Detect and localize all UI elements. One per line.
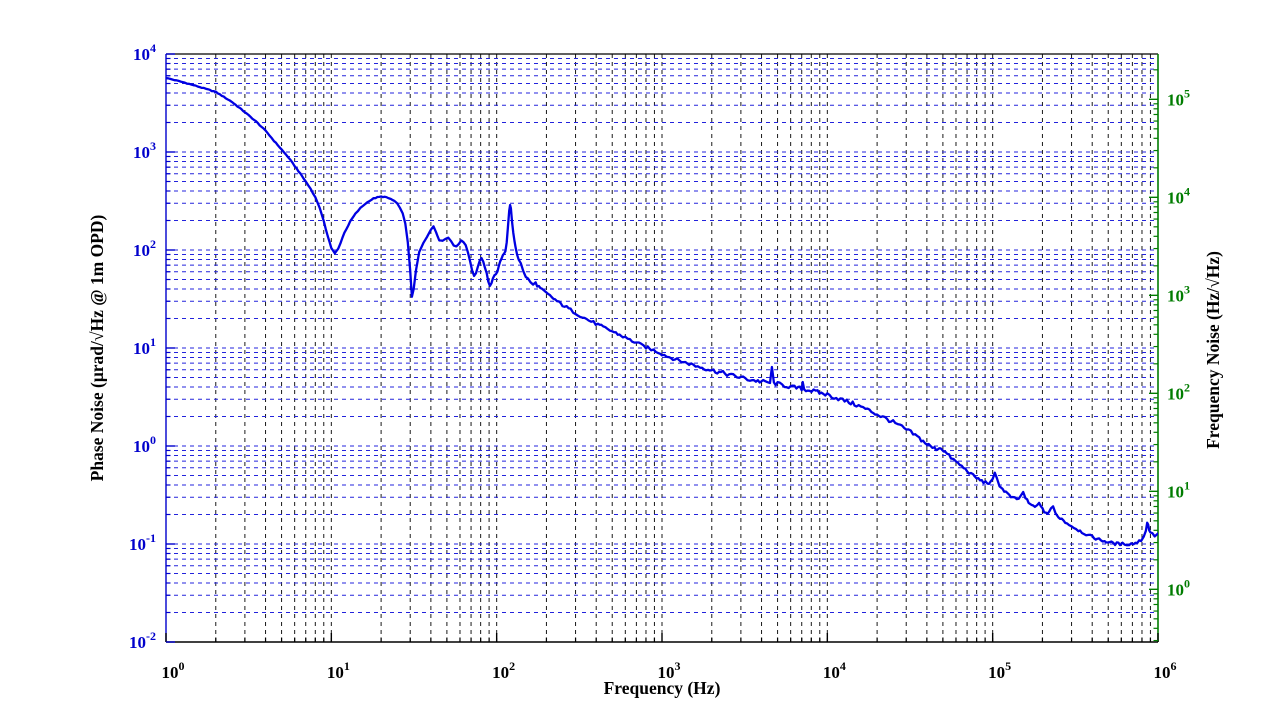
left-y-tick-label: 103: [133, 139, 156, 162]
right-y-tick-label: 101: [1167, 478, 1190, 501]
x-tick-label: 101: [327, 659, 350, 682]
right-y-tick-label: 104: [1167, 184, 1190, 207]
right-y-tick-label: 102: [1167, 380, 1190, 403]
right-y-tick-label: 105: [1167, 86, 1190, 109]
phase-noise-trace: [166, 77, 1158, 547]
x-tick-label: 100: [162, 659, 185, 682]
x-axis-title: Frequency (Hz): [604, 678, 721, 698]
left-y-tick-label: 101: [133, 335, 156, 358]
x-tick-label: 103: [658, 659, 681, 682]
right-y-tick-label: 100: [1167, 576, 1190, 599]
left-y-tick-label: 104: [133, 41, 156, 64]
x-tick-label: 105: [988, 659, 1011, 682]
chart-generated-content: 100 101 102 103 104 105 106 104 103 102 101 100 10-1…: [129, 41, 1190, 682]
left-y-axis-title: Phase Noise (μrad/√Hz @ 1m OPD): [87, 214, 107, 481]
left-y-tick-label: 102: [133, 237, 156, 260]
left-y-tick-label: 10-1: [129, 531, 156, 554]
x-tick-label: 102: [492, 659, 515, 682]
right-y-tick-label: 103: [1167, 282, 1190, 305]
right-y-axis-title: Frequency Noise (Hz/√Hz): [1203, 251, 1223, 449]
left-y-tick-label: 100: [133, 433, 156, 456]
x-tick-label: 106: [1154, 659, 1177, 682]
left-y-tick-label: 10-2: [129, 629, 156, 652]
x-tick-label: 104: [823, 659, 846, 682]
